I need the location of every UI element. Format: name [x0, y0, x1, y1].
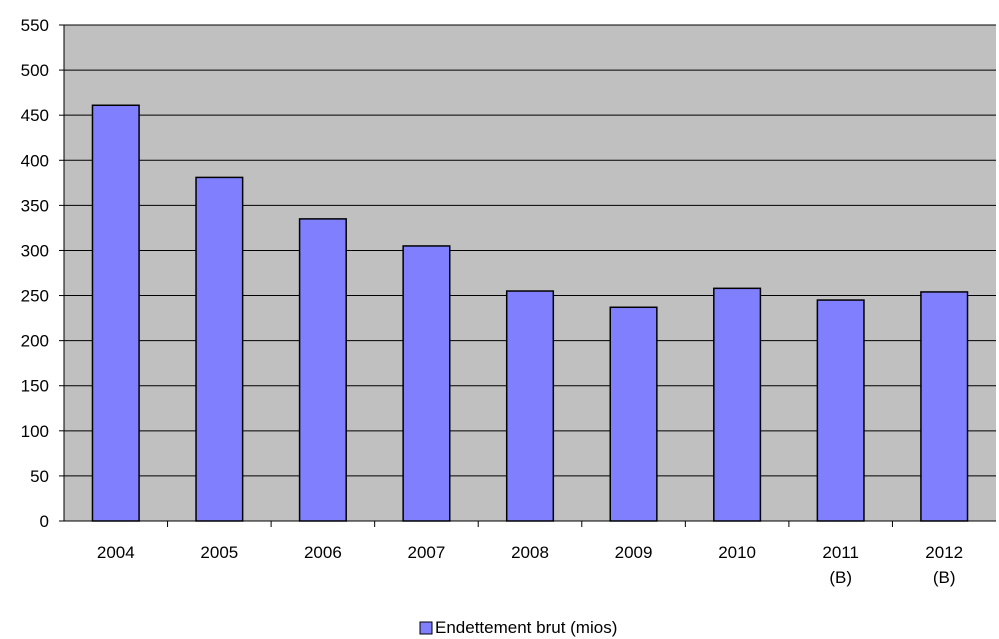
bar-2008 [505, 290, 555, 522]
y-tick-label: 450 [21, 106, 49, 125]
bar-2011 [816, 299, 865, 522]
y-tick-label: 350 [21, 196, 49, 215]
x-tick-label: 2009 [615, 543, 653, 562]
bar-2006 [298, 218, 347, 522]
x-tick-label-line: 2010 [718, 543, 756, 562]
x-tick-label: 2005 [200, 543, 238, 562]
x-tick-label: 2004 [97, 543, 135, 562]
bar-2007 [402, 245, 451, 522]
x-tick-label-line: 2004 [97, 543, 135, 562]
bar-2005 [195, 176, 244, 522]
y-tick-label: 550 [21, 16, 49, 35]
x-tick-label-line: 2005 [200, 543, 238, 562]
x-axis-ticks: 2004 2005 2006 2007 2008 2009 2010 2011 (B) 2012 (… [97, 521, 963, 587]
y-axis-ticks: 0 50 100 150 200 250 300 350 400 450 500 550 [21, 16, 64, 531]
x-tick-label-line: 2011 [822, 543, 859, 562]
x-tick-label: 2012 (B) [925, 543, 963, 587]
y-tick-label: 500 [21, 61, 49, 80]
x-tick-label: 2007 [408, 543, 446, 562]
y-tick-label: 300 [21, 241, 49, 260]
x-tick-label-line: 2008 [511, 543, 549, 562]
x-tick-label: 2006 [304, 543, 342, 562]
y-tick-label: 400 [21, 151, 49, 170]
bar-2010 [713, 287, 762, 522]
x-tick-label-line: 2012 [925, 543, 963, 562]
x-tick-label-line: 2007 [408, 543, 446, 562]
x-tick-label-line: 2009 [615, 543, 653, 562]
legend: Endettement brut (mios) [419, 618, 617, 637]
x-tick-label-line: (B) [933, 568, 956, 587]
y-tick-label: 250 [21, 287, 49, 306]
y-tick-label: 50 [30, 467, 49, 486]
bar-2009 [609, 306, 658, 522]
bar-2004 [91, 104, 140, 522]
bars [91, 104, 969, 522]
y-tick-label: 0 [40, 512, 49, 531]
y-tick-label: 200 [21, 332, 49, 351]
x-tick-label-line: 2006 [304, 543, 342, 562]
y-tick-label: 150 [21, 377, 49, 396]
legend-label: Endettement brut (mios) [435, 618, 617, 637]
x-tick-label: 2010 [718, 543, 756, 562]
x-tick-label: 2008 [511, 543, 549, 562]
y-tick-label: 100 [21, 422, 49, 441]
x-tick-label: 2011 (B) [822, 543, 859, 587]
bar-2012 [920, 291, 969, 522]
legend-swatch [419, 621, 433, 635]
x-tick-label-line: (B) [829, 568, 852, 587]
